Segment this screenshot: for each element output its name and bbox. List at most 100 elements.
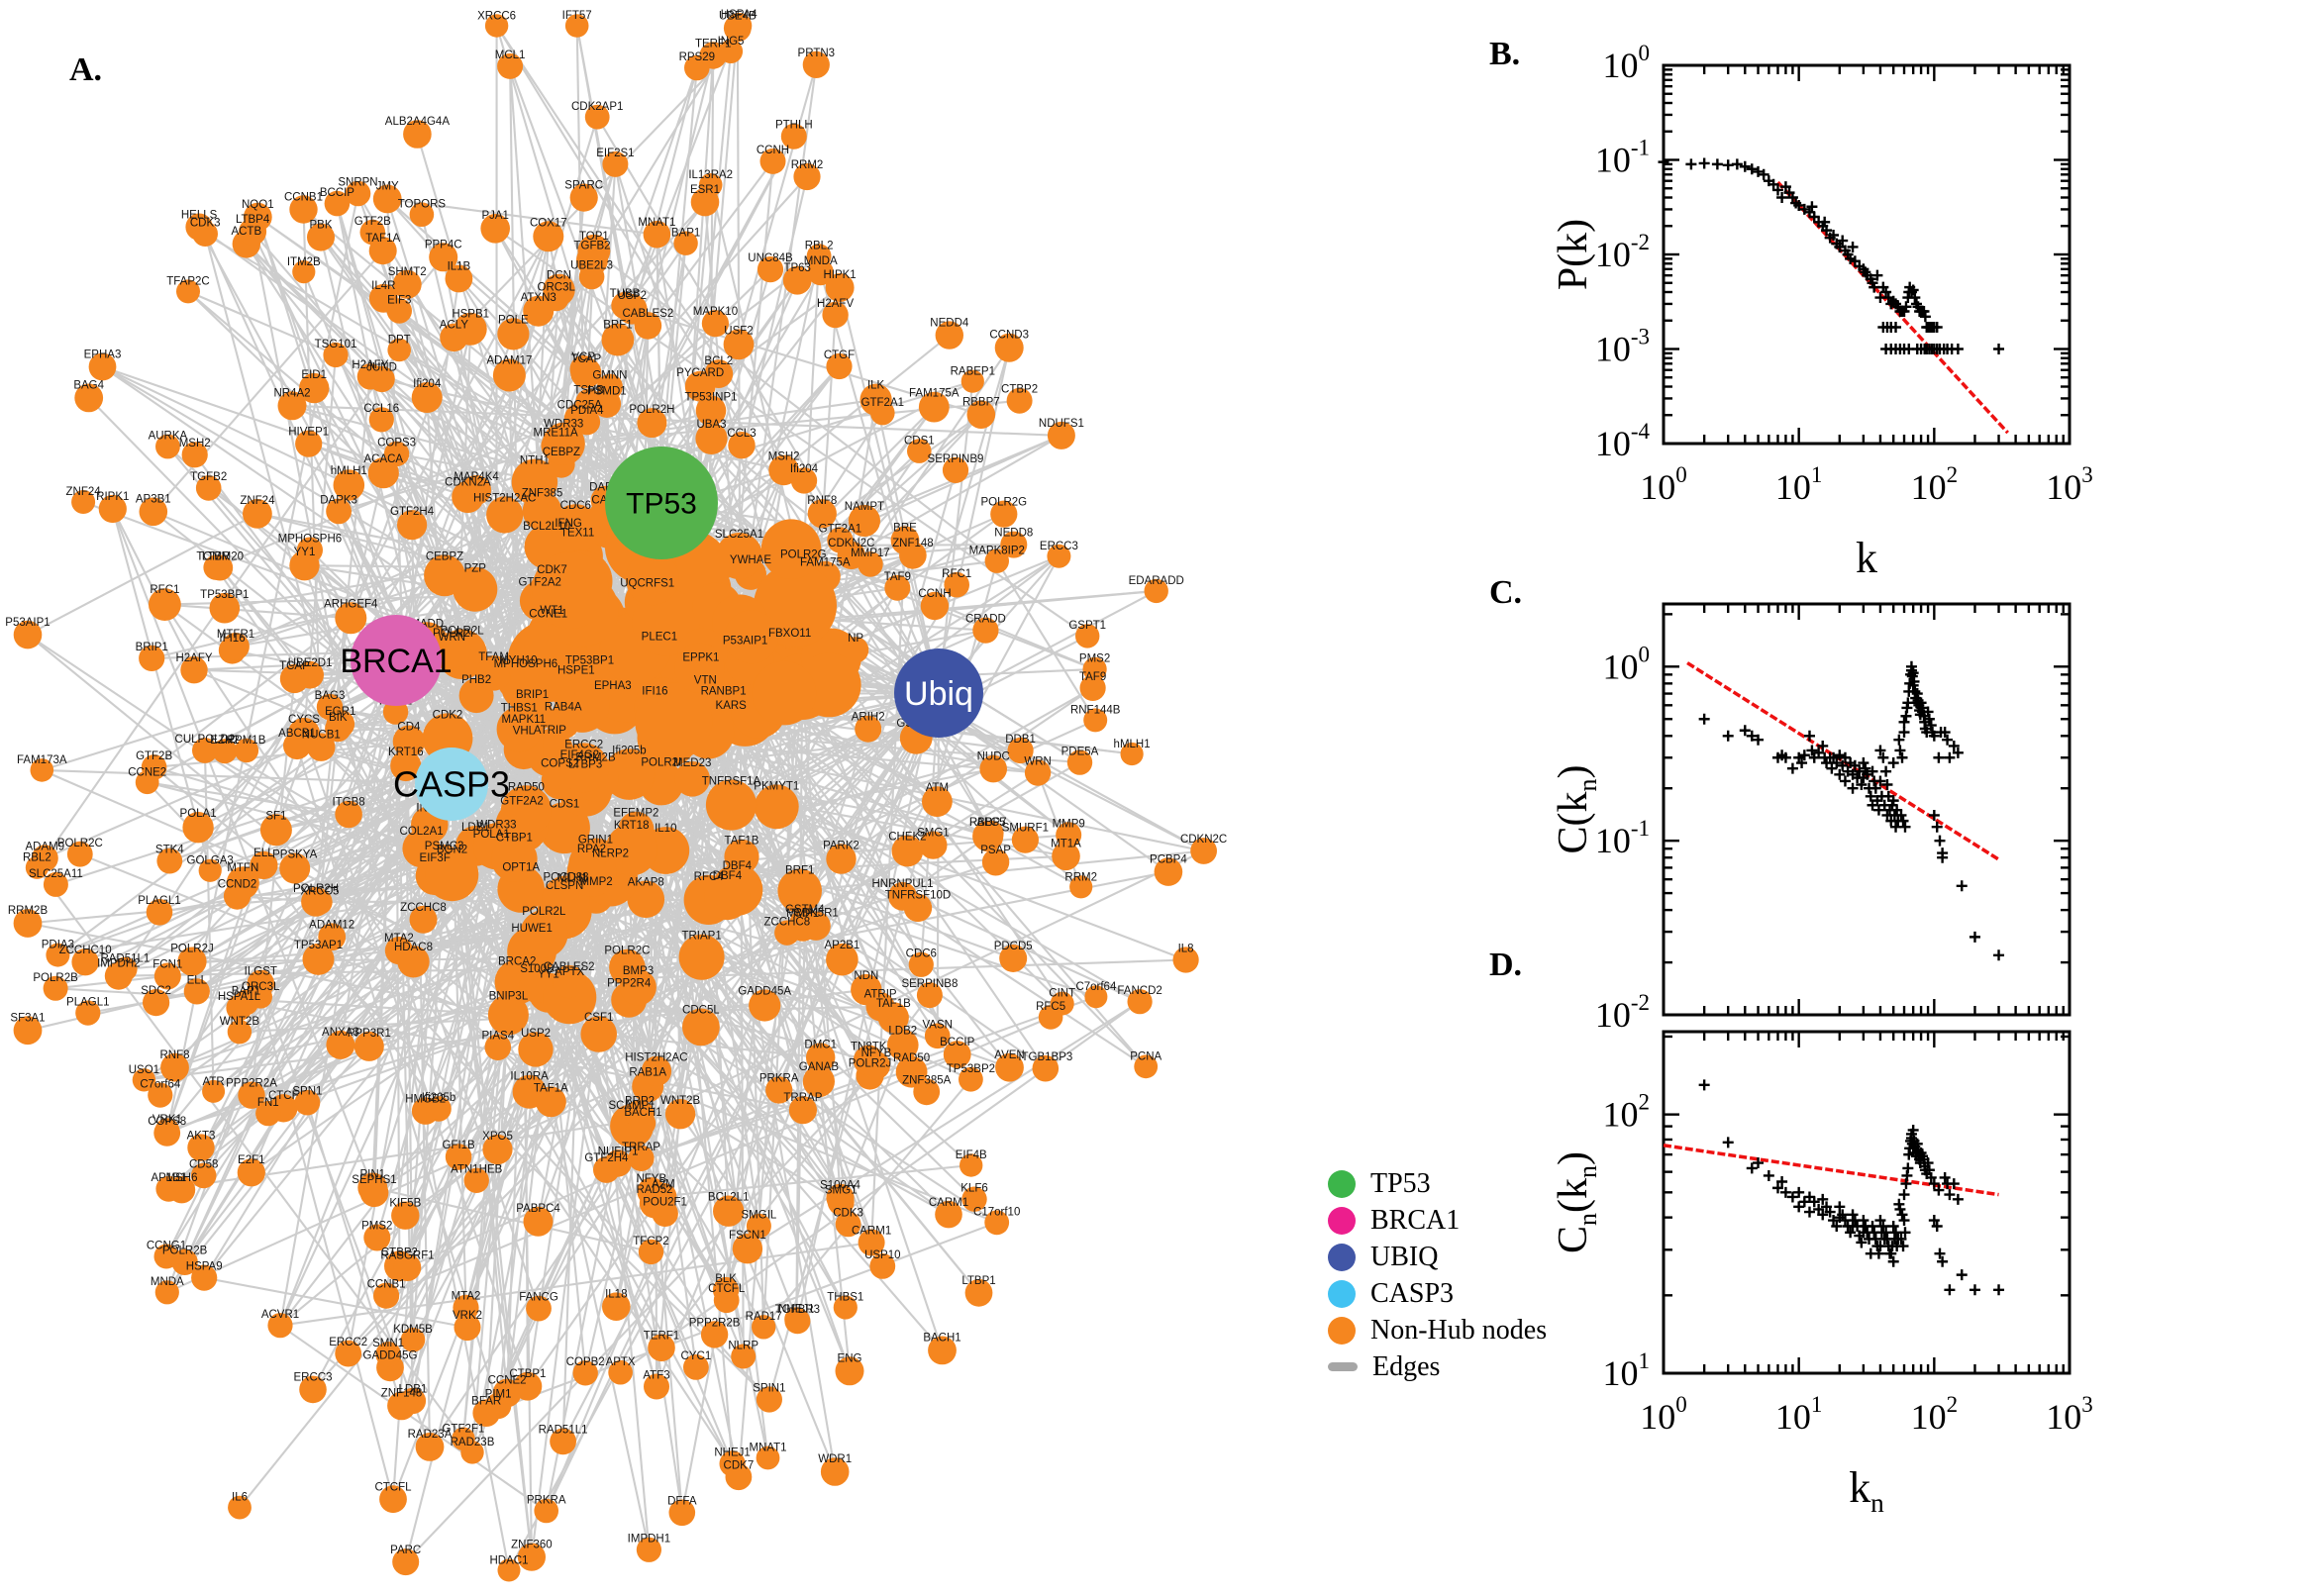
svg-text:CABLES2: CABLES2	[623, 308, 674, 320]
svg-text:AVEN: AVEN	[994, 1049, 1024, 1061]
svg-text:LDB2: LDB2	[888, 1026, 917, 1038]
svg-text:CHEK2: CHEK2	[888, 832, 926, 844]
svg-text:ZNF148: ZNF148	[892, 538, 934, 549]
svg-text:102: 102	[1911, 462, 1959, 507]
svg-text:TRRAP: TRRAP	[783, 1092, 822, 1104]
legend-row-casp3: CASP3	[1328, 1278, 1547, 1309]
svg-text:SDC2: SDC2	[141, 985, 171, 997]
svg-text:VASN: VASN	[922, 1020, 952, 1032]
svg-text:CDK2AP1: CDK2AP1	[571, 101, 623, 113]
svg-text:BFAR: BFAR	[471, 1395, 501, 1407]
svg-text:DBF4: DBF4	[713, 870, 743, 882]
svg-text:CDC25A: CDC25A	[557, 399, 603, 411]
svg-text:RAD50: RAD50	[508, 781, 545, 793]
svg-text:TP53BP2: TP53BP2	[947, 1063, 995, 1075]
svg-text:CDK5R1: CDK5R1	[793, 908, 838, 920]
svg-text:CCNG1: CCNG1	[147, 1241, 186, 1252]
svg-text:GFI1B: GFI1B	[442, 1140, 475, 1151]
svg-text:TP53AP1: TP53AP1	[294, 940, 343, 951]
svg-text:EPPK1: EPPK1	[682, 652, 719, 664]
svg-text:SNRPN: SNRPN	[338, 177, 377, 189]
svg-text:ACTB: ACTB	[231, 226, 261, 238]
svg-text:LTBR: LTBR	[202, 551, 231, 563]
svg-text:TERF1: TERF1	[695, 38, 731, 50]
svg-text:BRCA1: BRCA1	[340, 643, 452, 680]
svg-text:k: k	[1856, 534, 1877, 582]
svg-text:YWHAE: YWHAE	[730, 554, 772, 566]
svg-text:PDIA4: PDIA4	[570, 405, 604, 417]
svg-text:WT1: WT1	[540, 605, 563, 617]
svg-text:GTF2H4: GTF2H4	[390, 506, 435, 518]
svg-text:GADD45A: GADD45A	[738, 985, 791, 997]
svg-text:ORC3L: ORC3L	[538, 281, 576, 293]
svg-text:AKT3: AKT3	[187, 1130, 216, 1142]
svg-text:CDS1: CDS1	[550, 798, 580, 810]
svg-text:SLC25A1: SLC25A1	[715, 529, 763, 541]
svg-text:XRCC5: XRCC5	[300, 885, 339, 897]
svg-text:CDKN2C: CDKN2C	[1180, 834, 1227, 846]
svg-text:OPT1A: OPT1A	[502, 861, 540, 873]
svg-text:AURKA: AURKA	[149, 431, 188, 443]
svg-text:MTFR1: MTFR1	[217, 629, 254, 641]
svg-text:RBL2: RBL2	[23, 852, 51, 864]
svg-text:FBXO11: FBXO11	[768, 628, 811, 640]
svg-text:CRADD: CRADD	[965, 614, 1006, 626]
svg-text:FAM175A: FAM175A	[909, 388, 960, 400]
svg-text:UBE4B: UBE4B	[719, 11, 757, 23]
svg-text:TRIAP1: TRIAP1	[681, 931, 721, 943]
svg-text:NEDD4: NEDD4	[930, 317, 969, 329]
svg-text:KIF5B: KIF5B	[389, 1198, 421, 1210]
svg-text:EGR1: EGR1	[325, 706, 355, 718]
svg-text:ZNF24: ZNF24	[240, 495, 275, 507]
protein-network-graph: TCAP Ifi204 TP53INP1 P53AIP1 H2AFY SMG1 ZCCHC8…	[5, 9, 1227, 1582]
svg-text:CTBP2: CTBP2	[1001, 384, 1038, 396]
svg-text:POU2F1: POU2F1	[643, 1196, 687, 1208]
svg-text:HUWE1: HUWE1	[511, 923, 553, 935]
svg-text:PABPC4: PABPC4	[516, 1203, 560, 1215]
legend-label: BRCA1	[1370, 1204, 1461, 1236]
svg-text:RAD50: RAD50	[893, 1052, 930, 1064]
svg-text:SERPINB9: SERPINB9	[928, 453, 984, 465]
svg-text:NEDD8: NEDD8	[994, 528, 1033, 540]
svg-text:POCD88: POCD88	[543, 872, 588, 884]
svg-text:ZNF360: ZNF360	[511, 1540, 553, 1551]
svg-text:EPHA3: EPHA3	[594, 680, 632, 692]
svg-text:AP3B1: AP3B1	[136, 493, 171, 505]
svg-text:RASGRF1: RASGRF1	[380, 1249, 434, 1261]
svg-text:RFC1: RFC1	[942, 568, 971, 580]
svg-text:NLRP: NLRP	[728, 1341, 758, 1352]
svg-text:RAD51L1: RAD51L1	[100, 953, 150, 965]
svg-text:CDK7: CDK7	[724, 1459, 755, 1471]
svg-text:PPP2R2A: PPP2R2A	[226, 1077, 277, 1089]
svg-text:CCL16: CCL16	[363, 403, 399, 415]
svg-text:NR4A2: NR4A2	[273, 387, 310, 399]
svg-text:ILGST: ILGST	[245, 966, 277, 978]
legend-row-brca1: BRCA1	[1328, 1205, 1547, 1236]
svg-text:HIST2H2AC: HIST2H2AC	[473, 492, 536, 504]
svg-text:ESR1: ESR1	[690, 184, 720, 196]
svg-text:POLR2B: POLR2B	[162, 1246, 208, 1257]
svg-text:TAF1B: TAF1B	[725, 836, 759, 848]
svg-text:GANAB: GANAB	[799, 1061, 840, 1073]
svg-text:DBF4: DBF4	[723, 860, 753, 872]
svg-text:BNIP3L: BNIP3L	[489, 991, 529, 1003]
svg-text:ATN1HEB: ATN1HEB	[451, 1164, 503, 1176]
svg-text:PPSKYA: PPSKYA	[272, 849, 317, 861]
svg-text:C(kn): C(kn)	[1551, 764, 1602, 853]
svg-text:EID1: EID1	[301, 369, 327, 381]
svg-text:CTBP2: CTBP2	[381, 1247, 418, 1258]
svg-text:EZH2: EZH2	[210, 735, 239, 747]
brca1-node-icon	[1328, 1206, 1356, 1235]
svg-text:ATRIP: ATRIP	[534, 725, 566, 737]
panel-c-plot: 100 10-1 10-2	[1595, 602, 2071, 1035]
svg-text:PPP3R1: PPP3R1	[348, 1028, 391, 1040]
svg-text:C17orf10: C17orf10	[973, 1206, 1020, 1218]
svg-text:P(k): P(k)	[1551, 219, 1596, 290]
svg-text:PDIA3: PDIA3	[42, 940, 74, 951]
hub-node-brca1	[351, 615, 442, 706]
hub-node-ubiq	[894, 648, 983, 738]
svg-text:RAD51L1: RAD51L1	[539, 1425, 588, 1437]
svg-text:TP53: TP53	[626, 488, 697, 521]
svg-text:NUCB1: NUCB1	[302, 730, 341, 742]
svg-text:PHB2: PHB2	[461, 674, 491, 686]
